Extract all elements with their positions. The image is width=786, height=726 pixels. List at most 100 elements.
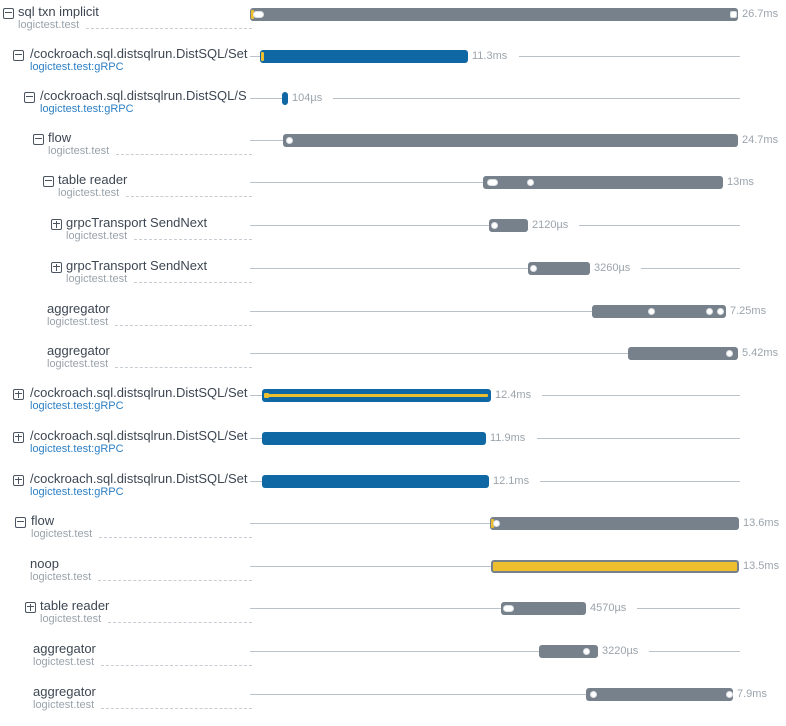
collapse-icon[interactable] — [33, 134, 44, 145]
span-labels: grpcTransport SendNext logictest.test — [66, 258, 252, 286]
span-bar[interactable] — [491, 560, 739, 573]
span-event-marker-icon[interactable] — [583, 648, 590, 655]
span-title: flow — [48, 130, 72, 145]
span-title: aggregator — [47, 343, 110, 358]
dash-connector — [101, 708, 252, 709]
timeline-lead-line — [250, 395, 262, 396]
span-event-marker-icon[interactable] — [730, 11, 737, 18]
trace-span-row: flow logictest.test 13.6ms — [0, 513, 786, 555]
trace-span-row: grpcTransport SendNext logictest.test 2120… — [0, 215, 786, 257]
span-labels: /cockroach.sql.distsqlrun.DistSQL/S logic… — [40, 88, 252, 116]
span-duration-label: 7.9ms — [737, 688, 767, 700]
span-bar[interactable] — [262, 475, 489, 488]
span-subtitle: logictest.test:gRPC — [30, 443, 124, 455]
collapse-icon[interactable] — [24, 92, 35, 103]
span-bar[interactable] — [490, 517, 739, 530]
span-event-marker-icon[interactable] — [726, 691, 733, 698]
span-event-marker-icon[interactable] — [487, 179, 498, 186]
expand-icon[interactable] — [51, 219, 62, 230]
expand-icon[interactable] — [25, 602, 36, 613]
span-title: flow — [31, 513, 55, 528]
span-labels: /cockroach.sql.distsqlrun.DistSQL/Set log… — [30, 428, 252, 456]
span-subtitle: logictest.test — [48, 145, 110, 157]
span-bar[interactable] — [262, 432, 486, 445]
collapse-icon[interactable] — [43, 176, 54, 187]
span-duration-label: 5.42ms — [742, 347, 779, 359]
span-duration-label: 3260µs — [594, 262, 631, 274]
span-bar[interactable] — [260, 50, 468, 63]
span-event-marker-icon[interactable] — [493, 520, 500, 527]
span-labels: flow logictest.test — [31, 513, 252, 541]
timeline-trail-line — [540, 481, 740, 482]
trace-span-row: table reader logictest.test 4570µs — [0, 598, 786, 640]
timeline-trail-line — [579, 225, 740, 226]
expand-icon[interactable] — [13, 475, 24, 486]
span-event-marker-icon[interactable] — [503, 605, 514, 612]
trace-span-row: /cockroach.sql.distsqlrun.DistSQL/Set log… — [0, 46, 786, 88]
dash-connector — [98, 580, 252, 581]
span-title: /cockroach.sql.distsqlrun.DistSQL/Set — [30, 471, 248, 486]
span-subtitle: logictest.test:gRPC — [30, 486, 124, 498]
span-event-marker-icon[interactable] — [491, 222, 498, 229]
dash-connector — [115, 325, 252, 326]
span-bar[interactable] — [489, 219, 528, 232]
expand-icon[interactable] — [13, 432, 24, 443]
span-event-marker-icon[interactable] — [706, 308, 713, 315]
span-subtitle: logictest.test:gRPC — [30, 61, 124, 73]
span-subtitle-row: logictest.test — [40, 613, 252, 626]
timeline-lead-line — [250, 353, 628, 354]
span-event-marker-icon[interactable] — [527, 179, 534, 186]
span-duration-label: 13ms — [727, 176, 754, 188]
dash-connector — [134, 239, 252, 240]
span-bar[interactable] — [501, 602, 586, 615]
span-labels: flow logictest.test — [48, 130, 252, 158]
timeline-lead-line — [250, 481, 262, 482]
span-subtitle-row: logictest.test — [66, 273, 252, 286]
span-bar[interactable] — [262, 389, 491, 402]
collapse-icon[interactable] — [3, 8, 14, 19]
span-bar[interactable] — [592, 305, 726, 318]
span-labels: table reader logictest.test — [40, 598, 252, 626]
collapse-icon[interactable] — [15, 517, 26, 528]
span-duration-label: 11.9ms — [490, 432, 526, 444]
span-duration-label: 104µs — [292, 92, 323, 104]
collapse-icon[interactable] — [13, 50, 24, 61]
span-bar[interactable] — [586, 688, 733, 701]
trace-span-row: flow logictest.test 24.7ms — [0, 130, 786, 172]
span-bar[interactable] — [282, 92, 288, 105]
span-bar[interactable] — [483, 176, 723, 189]
span-bar[interactable] — [250, 8, 738, 21]
timeline-lead-line — [250, 523, 490, 524]
span-event-marker-icon[interactable] — [530, 265, 537, 272]
span-bar[interactable] — [528, 262, 590, 275]
span-labels: table reader logictest.test — [58, 172, 252, 200]
timeline-lead-line — [250, 651, 539, 652]
timeline-trail-line — [537, 438, 740, 439]
span-event-marker-icon[interactable] — [717, 308, 724, 315]
span-subtitle: logictest.test:gRPC — [40, 103, 134, 115]
timeline-trail-line — [519, 56, 740, 57]
span-subtitle-row: logictest.test — [66, 230, 252, 243]
expand-icon[interactable] — [51, 262, 62, 273]
span-subtitle-row: logictest.test:gRPC — [30, 486, 252, 499]
span-subtitle-row: logictest.test — [48, 145, 252, 158]
span-labels: aggregator logictest.test — [33, 641, 252, 669]
span-event-marker-icon[interactable] — [286, 137, 293, 144]
expand-icon[interactable] — [13, 389, 24, 400]
timeline-trail-line — [637, 608, 740, 609]
span-event-marker-icon[interactable] — [253, 11, 264, 18]
timeline-lead-line — [250, 438, 262, 439]
span-event-marker-icon[interactable] — [726, 350, 733, 357]
timeline-trail-line — [641, 268, 740, 269]
span-bar[interactable] — [283, 134, 738, 147]
span-event-marker-icon[interactable] — [590, 691, 597, 698]
dash-connector — [126, 196, 252, 197]
span-subtitle: logictest.test — [66, 273, 128, 285]
timeline-trail-line — [542, 395, 740, 396]
dash-connector — [86, 28, 252, 29]
span-duration-label: 11.3ms — [472, 50, 508, 62]
span-bar[interactable] — [628, 347, 738, 360]
span-subtitle: logictest.test — [47, 316, 109, 328]
span-event-marker-icon[interactable] — [648, 308, 655, 315]
span-labels: noop logictest.test — [30, 556, 252, 584]
